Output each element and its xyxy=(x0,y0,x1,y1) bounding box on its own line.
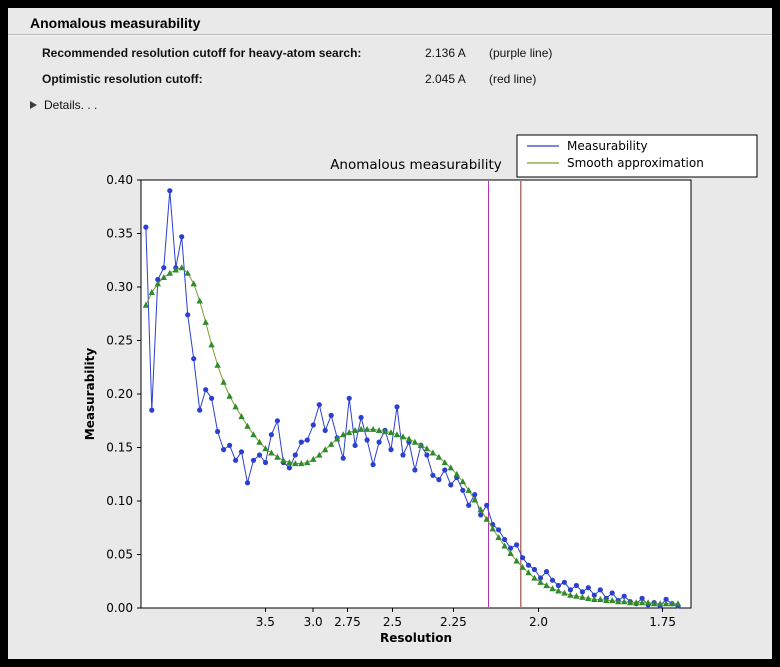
series-markers-triangle xyxy=(142,264,682,607)
legend-label: Measurability xyxy=(567,139,648,153)
x-tick-label: 3.5 xyxy=(256,615,275,629)
disclosure-triangle-icon[interactable] xyxy=(30,101,37,109)
chart-area: 0.00 0.05 0.10 0.15 0.20 0.25 0.30 0.35 0.40 3.5 3… xyxy=(8,133,772,653)
details-label: Details. . . xyxy=(44,98,98,112)
x-axis-label: Resolution xyxy=(380,631,452,645)
optimistic-cutoff-row: Optimistic resolution cutoff: 2.045 A (red… xyxy=(42,72,742,98)
plot-area xyxy=(140,179,692,609)
x-tick-label: 2.25 xyxy=(440,615,467,629)
legend-label: Smooth approximation xyxy=(567,156,704,170)
y-tick-label: 0.30 xyxy=(106,280,133,294)
y-tick-label: 0.15 xyxy=(106,441,133,455)
x-tick-label: 1.75 xyxy=(649,615,676,629)
recommended-cutoff-label: Recommended resolution cutoff for heavy-… xyxy=(42,46,362,60)
y-tick-label: 0.00 xyxy=(106,601,133,615)
anomalous-measurability-panel: Anomalous measurability Recommended reso… xyxy=(8,8,772,659)
y-tick-label: 0.05 xyxy=(106,548,133,562)
y-tick-label: 0.20 xyxy=(106,387,133,401)
x-tick-label: 2.0 xyxy=(529,615,548,629)
details-disclosure[interactable]: Details. . . xyxy=(30,98,97,112)
x-tick-label: 2.5 xyxy=(383,615,402,629)
optimistic-cutoff-value: 2.045 A xyxy=(425,72,466,86)
title-divider xyxy=(8,34,772,36)
panel-title: Anomalous measurability xyxy=(30,15,201,31)
y-tick-label: 0.40 xyxy=(106,173,133,187)
recommended-cutoff-row: Recommended resolution cutoff for heavy-… xyxy=(42,46,742,72)
y-tick-label: 0.10 xyxy=(106,494,133,508)
x-tick-label: 2.75 xyxy=(334,615,361,629)
optimistic-cutoff-label: Optimistic resolution cutoff: xyxy=(42,72,203,86)
recommended-cutoff-value: 2.136 A xyxy=(425,46,466,60)
chart-svg: 0.00 0.05 0.10 0.15 0.20 0.25 0.30 0.35 0.40 3.5 3… xyxy=(83,134,758,645)
y-tick-label: 0.35 xyxy=(106,227,133,241)
cutoff-info: Recommended resolution cutoff for heavy-… xyxy=(42,46,742,98)
x-tick-label: 3.0 xyxy=(304,615,323,629)
legend-box xyxy=(516,134,758,178)
optimistic-cutoff-note: (red line) xyxy=(489,72,537,86)
chart-title: Anomalous measurability xyxy=(330,157,502,173)
y-axis-label: Measurability xyxy=(83,348,97,441)
y-tick-label: 0.25 xyxy=(106,334,133,348)
recommended-cutoff-note: (purple line) xyxy=(489,46,553,60)
